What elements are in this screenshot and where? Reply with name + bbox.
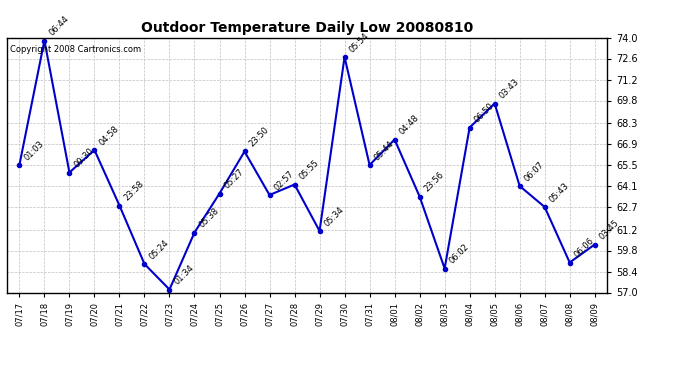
Text: 23:58: 23:58 (122, 179, 146, 203)
Text: 05:24: 05:24 (147, 238, 170, 261)
Text: 05:43: 05:43 (547, 181, 571, 204)
Title: Outdoor Temperature Daily Low 20080810: Outdoor Temperature Daily Low 20080810 (141, 21, 473, 35)
Text: Copyright 2008 Cartronics.com: Copyright 2008 Cartronics.com (10, 45, 141, 54)
Text: 23:50: 23:50 (247, 126, 270, 149)
Text: 05:27: 05:27 (222, 168, 246, 191)
Text: 02:57: 02:57 (273, 169, 295, 192)
Text: 01:34: 01:34 (172, 264, 195, 287)
Text: 04:48: 04:48 (397, 114, 421, 137)
Text: 05:55: 05:55 (297, 159, 320, 182)
Text: 09:30: 09:30 (72, 147, 95, 170)
Text: 01:03: 01:03 (22, 139, 46, 162)
Text: 23:56: 23:56 (422, 170, 446, 194)
Text: 05:38: 05:38 (197, 206, 221, 230)
Text: 05:34: 05:34 (322, 205, 346, 228)
Text: 06:07: 06:07 (522, 160, 546, 183)
Text: 03:43: 03:43 (497, 77, 521, 101)
Text: 03:45: 03:45 (598, 219, 621, 242)
Text: 06:44: 06:44 (47, 15, 70, 38)
Text: 06:02: 06:02 (447, 243, 471, 266)
Text: 05:54: 05:54 (347, 31, 371, 54)
Text: 06:50: 06:50 (473, 102, 495, 125)
Text: 05:44: 05:44 (373, 139, 395, 162)
Text: 06:06: 06:06 (573, 236, 595, 260)
Text: 04:58: 04:58 (97, 124, 121, 147)
